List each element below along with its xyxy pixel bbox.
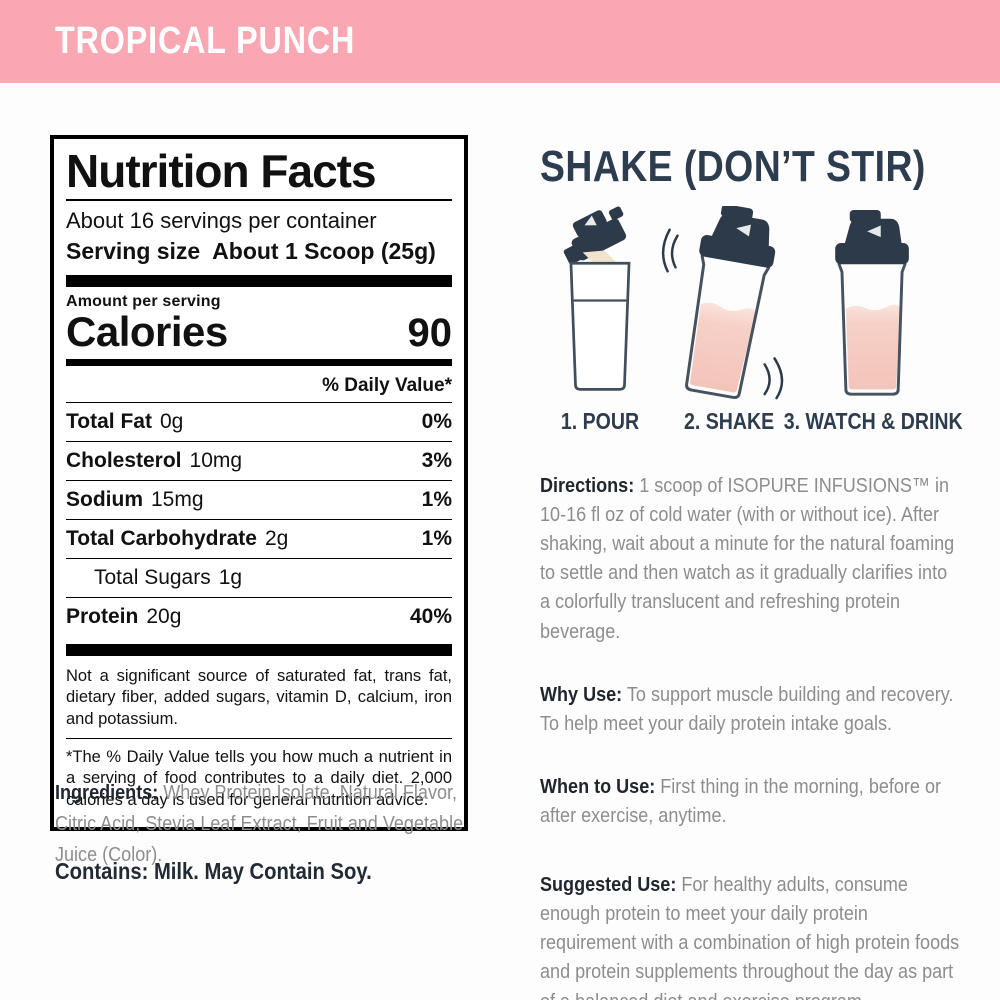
nutrient-row-protein: Protein 20g 40% [66, 598, 452, 636]
why-use-section: Why Use: To support muscle building and … [540, 680, 961, 738]
nutrient-row-total-sugars: Total Sugars 1g [66, 559, 452, 598]
nutrient-dv: 1% [421, 487, 452, 511]
lid-dome [710, 213, 770, 250]
suggested-use-text: For healthy adults, consume enough prote… [540, 873, 960, 1000]
lid-flip-spout [849, 210, 881, 223]
thick-divider [66, 643, 452, 656]
serving-size-line: Serving size About 1 Scoop (25g) [66, 237, 452, 267]
shake-heading: SHAKE (DON’T STIR) [540, 142, 926, 191]
nutrient-name: Total Fat [66, 409, 152, 433]
contains-statement: Contains: Milk. May Contain Soy. [55, 858, 372, 884]
nutrition-facts-label: Nutrition Facts About 16 servings per co… [50, 135, 468, 832]
why-use-label: Why Use: [540, 682, 623, 706]
servings-per-container: About 16 servings per container [66, 208, 377, 234]
nutrient-amount: 15mg [151, 487, 204, 511]
nutrient-name: Cholesterol [66, 448, 182, 472]
lid-ring [835, 242, 909, 265]
shaker-lid-pouring-icon [563, 206, 627, 265]
nutrient-name: Total Sugars [94, 565, 211, 589]
step-label-shake: 2. SHAKE [683, 408, 775, 434]
nutrient-row-total-carbohydrate: Total Carbohydrate 2g 1% [66, 520, 452, 559]
calories-label: Calories [66, 307, 228, 355]
divider [66, 199, 452, 202]
ingredients-paragraph: Ingredients: Whey Protein Isolate, Natur… [55, 778, 476, 870]
shake-bottle-illustration [661, 206, 784, 400]
cup-outline [569, 261, 631, 391]
lid-highlight [736, 224, 751, 237]
nutrient-amount: 2g [264, 526, 289, 550]
when-to-use-label: When to Use: [540, 774, 656, 798]
shake-instructions-panel: SHAKE (DON’T STIR) 1. POUR [540, 142, 1000, 1000]
divider [66, 738, 452, 739]
liquid-fill [845, 304, 901, 390]
nutrient-name: Sodium [66, 487, 143, 511]
nutrient-dv: 1% [421, 526, 452, 550]
directions-label: Directions: [540, 474, 635, 497]
nutrient-amount: 20g [146, 604, 182, 628]
thick-divider [66, 274, 452, 287]
amount-per-serving-label: Amount per serving [66, 292, 221, 310]
when-to-use-section: When to Use: First thing in the morning,… [540, 772, 961, 830]
calories-row: Calories 90 [66, 307, 453, 355]
when-to-use-text: First thing in the morning, before or af… [540, 774, 942, 827]
motion-lines-bottom [763, 357, 784, 400]
step-label-pour: 1. POUR [560, 408, 640, 434]
nutrient-name: Total Carbohydrate [66, 526, 257, 550]
medium-divider [66, 358, 452, 366]
nutrient-amount: 1g [218, 565, 243, 589]
daily-value-footnote: *The % Daily Value tells you how much a … [66, 748, 452, 809]
directions-text: 1 scoop of ISOPURE INFUSIONS™ in 10-16 f… [540, 474, 955, 643]
shaker-steps-row: 1. POUR [540, 206, 962, 435]
flavor-banner: TROPICAL PUNCH [0, 0, 1000, 83]
nutrient-dv: 0% [421, 409, 452, 433]
directions-section: Directions: 1 scoop of ISOPURE INFUSIONS… [540, 471, 961, 646]
nutrient-row-sodium: Sodium 15mg 1% [66, 481, 452, 520]
pour-cup-illustration [563, 206, 631, 391]
motion-lines-top [661, 228, 679, 273]
nutrition-facts-title: Nutrition Facts [66, 145, 377, 197]
watch-drink-bottle-illustration [835, 210, 909, 396]
why-use-text: To support muscle building and recovery.… [540, 682, 954, 735]
step-label-watch-drink: 3. WATCH & DRINK [783, 408, 963, 434]
daily-value-header: % Daily Value* [66, 370, 452, 403]
nutrient-row-total-fat: Total Fat 0g 0% [66, 403, 452, 442]
calories-value: 90 [407, 310, 453, 355]
liquid-fill [690, 302, 756, 393]
serving-size-value: About 1 Scoop (25g) [212, 237, 436, 264]
step-watch-drink: 3. WATCH & DRINK [784, 206, 962, 435]
nutrient-row-cholesterol: Cholesterol 10mg 3% [66, 442, 452, 481]
flavor-title: TROPICAL PUNCH [55, 20, 356, 62]
serving-size-label: Serving size [66, 237, 201, 264]
nutrient-amount: 0g [159, 409, 184, 433]
suggested-use-label: Suggested Use: [540, 873, 677, 897]
suggested-use-section: Suggested Use: For healthy adults, consu… [540, 870, 961, 1000]
nutrient-amount: 10mg [189, 448, 243, 472]
step-pour: 1. POUR [540, 206, 660, 435]
nutrient-dv: 40% [409, 604, 452, 628]
lid-flip-spout [720, 206, 754, 222]
ingredients-text: Whey Protein Isolate, Natural Flavor, Ci… [55, 781, 464, 866]
not-significant-footnote: Not a significant source of saturated fa… [66, 666, 452, 728]
ingredients-label: Ingredients: [55, 781, 159, 804]
lid-ring [699, 235, 776, 268]
lid-highlight [867, 225, 881, 238]
nutrient-name: Protein [66, 604, 139, 628]
step-shake: 2. SHAKE [660, 206, 798, 435]
nutrient-dv: 3% [421, 448, 452, 472]
